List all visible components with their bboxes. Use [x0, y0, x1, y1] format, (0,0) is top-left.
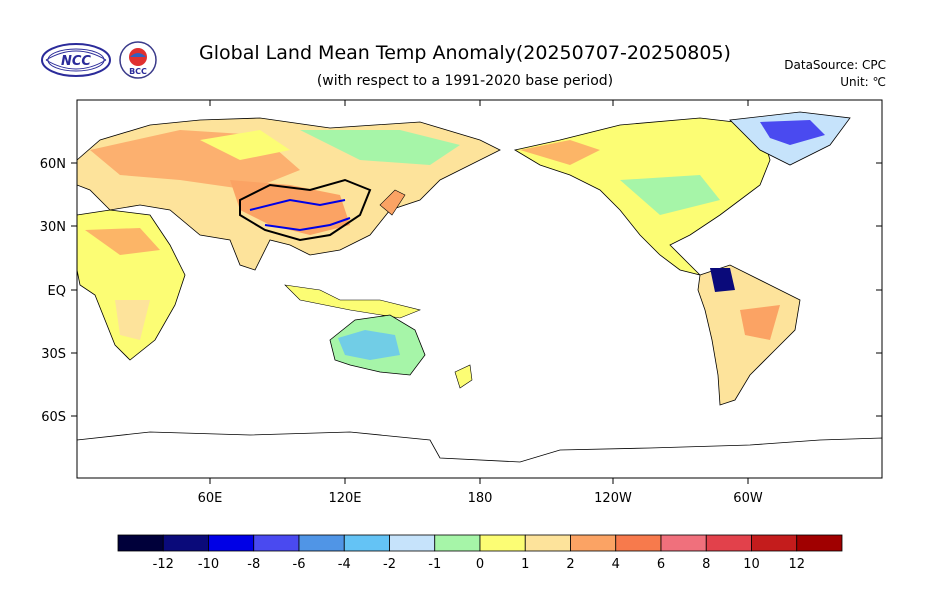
colorbar-swatch — [524, 534, 571, 552]
colorbar-swatch — [751, 534, 798, 552]
bcc-logo: BCC — [118, 40, 158, 80]
africa — [77, 209, 186, 361]
lon-label: 120W — [594, 491, 632, 506]
colorbar-label: 1 — [521, 557, 529, 572]
ncc-logo: NCC — [38, 40, 114, 80]
japan — [379, 189, 406, 216]
lat-axis: 60N 30N EQ 30S 60S — [40, 157, 882, 425]
colorbar-label: 10 — [743, 557, 760, 572]
antarctica — [77, 431, 882, 478]
colorbar-swatch — [343, 534, 390, 552]
lon-label: 60E — [198, 491, 223, 506]
lon-label: 60W — [733, 491, 763, 506]
colorbar-label: -6 — [293, 557, 306, 572]
colorbar-swatch — [253, 534, 300, 552]
data-source: DataSource: CPC Unit: ℃ — [784, 57, 886, 91]
colorbar-label: -1 — [428, 557, 441, 572]
colorbar-swatch — [479, 534, 526, 552]
lat-label: 60S — [41, 410, 66, 425]
colorbar-swatch — [389, 534, 436, 552]
lon-axis: 60E 120E 180 120W 60W — [198, 100, 763, 506]
colorbar-swatch — [660, 534, 707, 552]
colorbar-label: -2 — [383, 557, 396, 572]
data-source-label: DataSource: CPC — [784, 58, 886, 72]
colorbar-swatch — [705, 534, 752, 552]
svg-text:NCC: NCC — [61, 54, 91, 69]
indonesia — [284, 284, 421, 319]
colorbar-label: 8 — [702, 557, 710, 572]
colorbar-label: 0 — [476, 557, 484, 572]
colorbar-label: 12 — [788, 557, 805, 572]
lat-label: EQ — [48, 284, 66, 299]
new-zealand — [454, 364, 473, 389]
colorbar-swatch — [208, 534, 255, 552]
colorbar-label: -12 — [153, 557, 174, 572]
svg-text:BCC: BCC — [129, 67, 147, 76]
land-masses — [77, 111, 882, 478]
lon-label: 180 — [468, 491, 493, 506]
colorbar-swatch — [162, 534, 209, 552]
river-yellow — [249, 198, 346, 211]
colorbar-swatch — [615, 534, 662, 552]
lat-label: 30N — [40, 220, 66, 235]
colorbar-swatch — [298, 534, 345, 552]
colorbar-label: 4 — [612, 557, 620, 572]
lon-label: 120E — [328, 491, 361, 506]
colorbar-label: 2 — [566, 557, 574, 572]
colorbar-swatch — [796, 534, 843, 552]
colorbar-label: 6 — [657, 557, 665, 572]
colorbar-swatch — [117, 534, 164, 552]
colorbar-label: -10 — [198, 557, 219, 572]
lat-label: 60N — [40, 157, 66, 172]
unit-label: Unit: ℃ — [840, 75, 886, 89]
river-yangtze — [264, 217, 351, 232]
colorbar-swatch — [570, 534, 617, 552]
colorbar-label: -4 — [338, 557, 351, 572]
lat-label: 30S — [41, 347, 66, 362]
map-title: Global Land Mean Temp Anomaly(20250707-2… — [199, 42, 731, 64]
colorbar: -12 -10 -8 -6 -4 -2 -1 0 1 2 4 6 8 10 12 — [117, 534, 843, 572]
colorbar-swatch — [434, 534, 481, 552]
map-subtitle: (with respect to a 1991-2020 base period… — [316, 73, 614, 89]
china-border — [239, 178, 372, 242]
colorbar-label: -8 — [247, 557, 260, 572]
